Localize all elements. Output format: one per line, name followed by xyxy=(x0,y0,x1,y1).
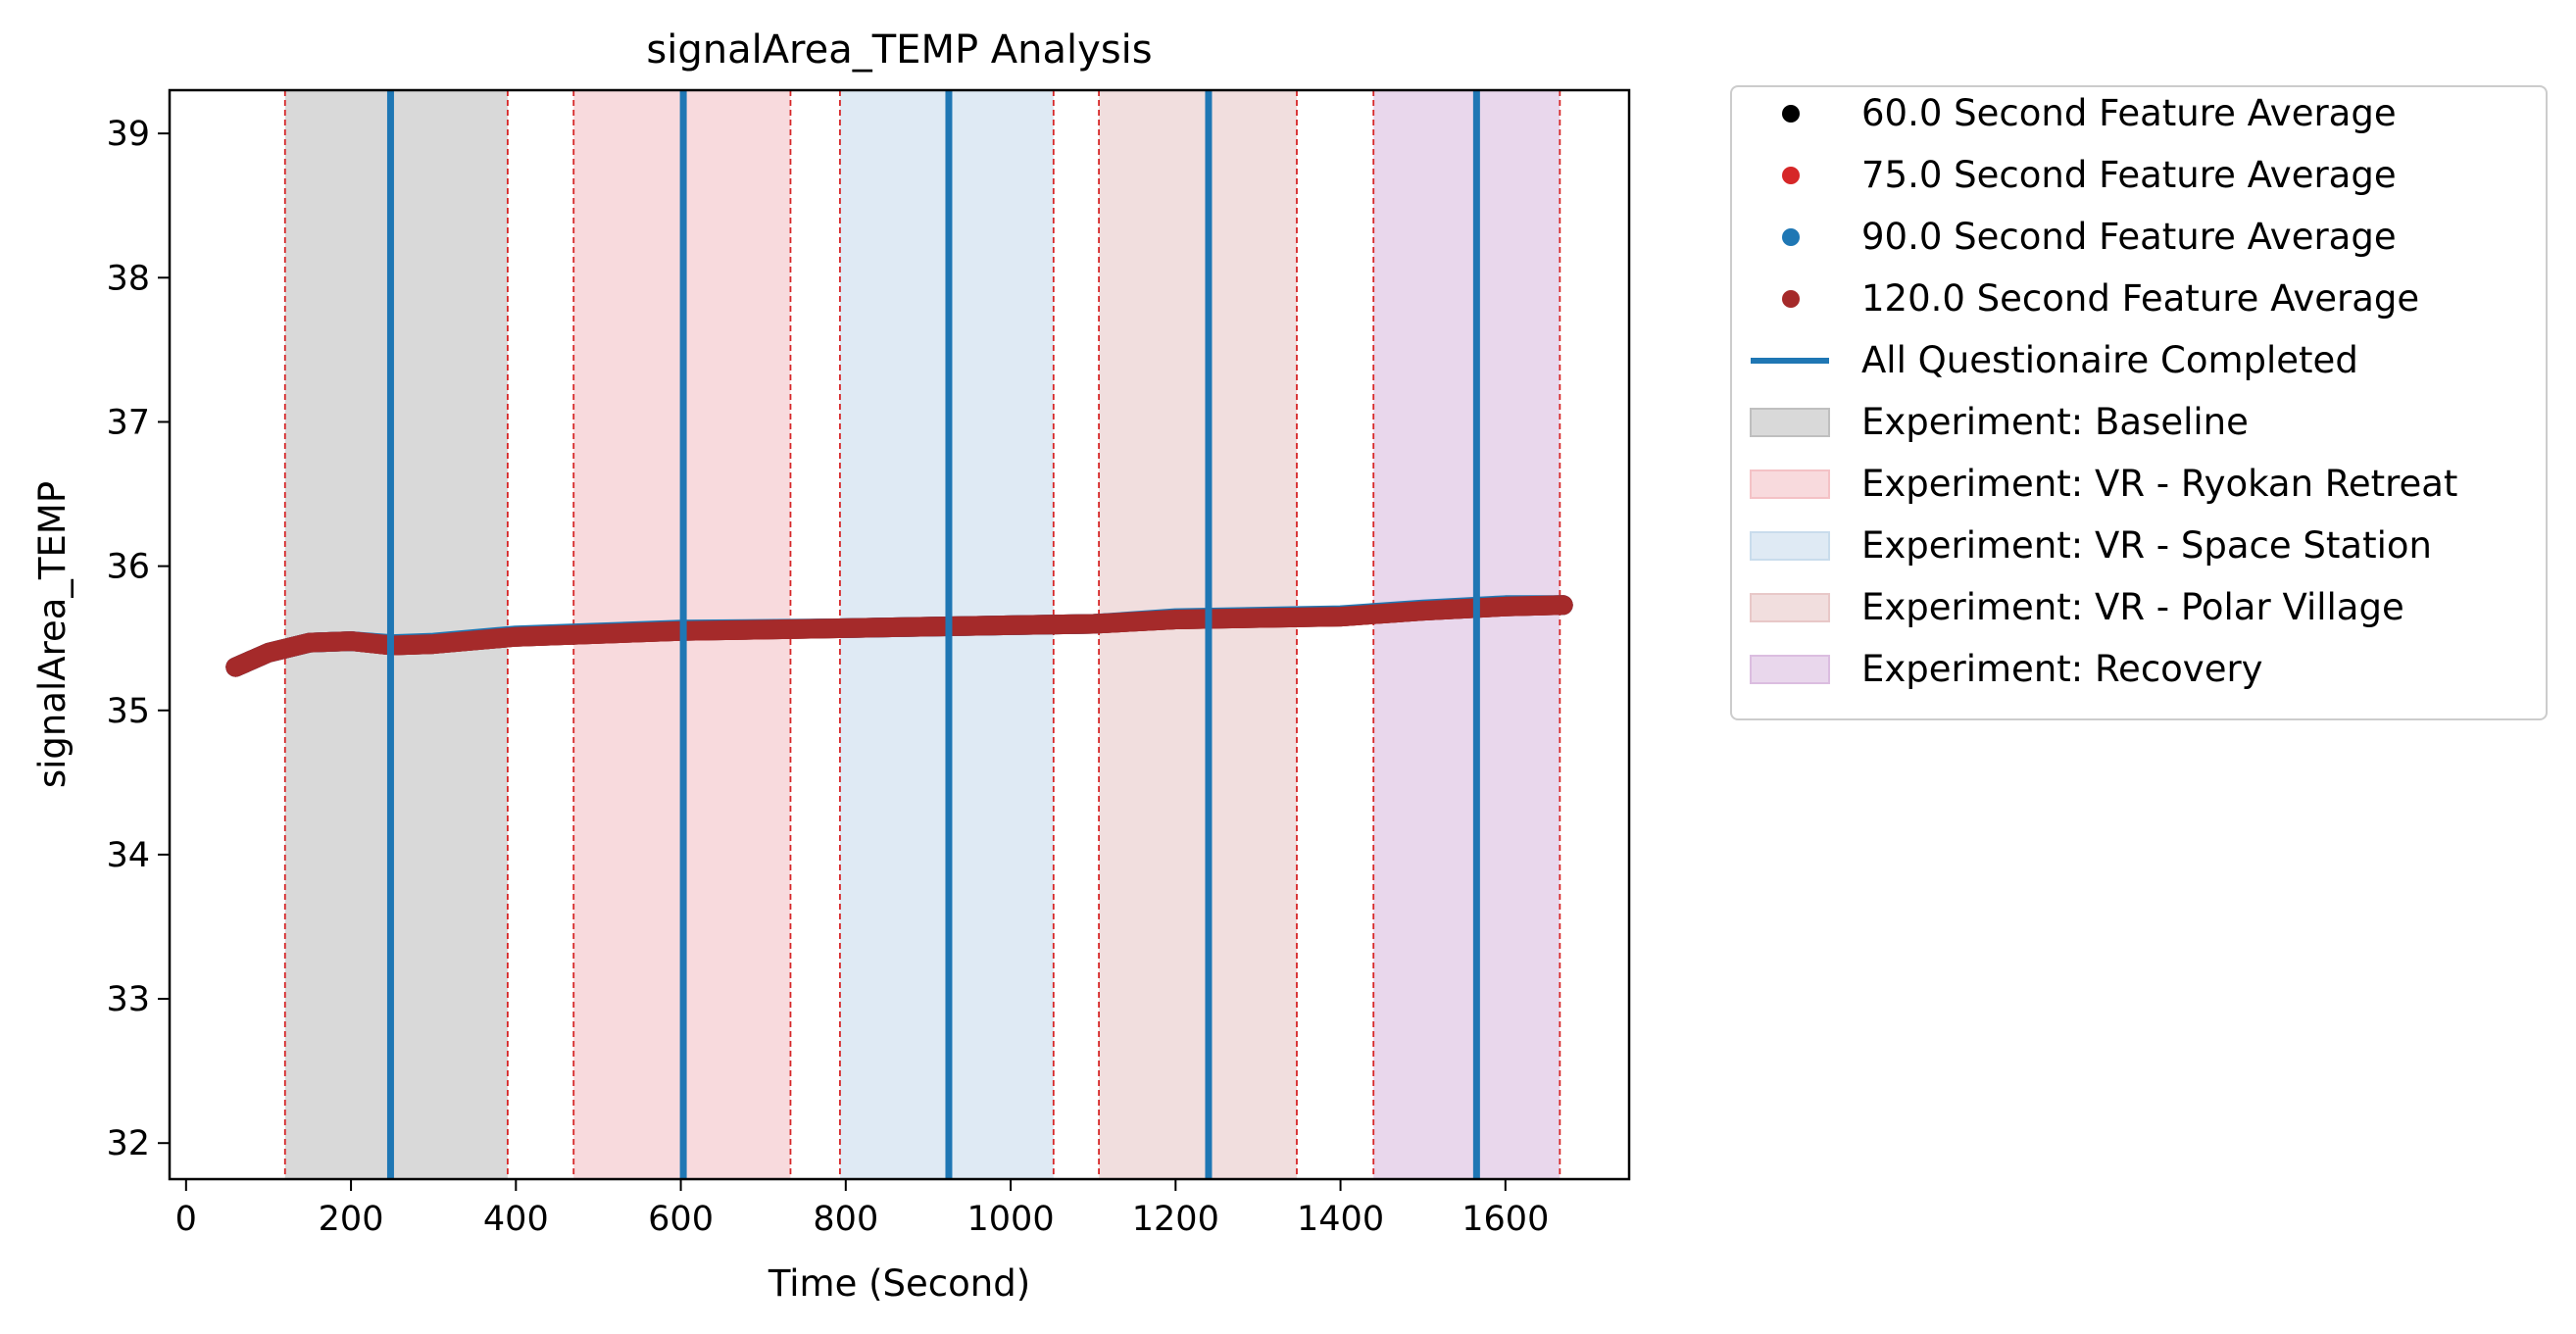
x-tick-label-8: 1600 xyxy=(1461,1200,1549,1239)
legend-label-series-2: 90.0 Second Feature Average xyxy=(1861,216,2397,258)
y-tick-label-4: 36 xyxy=(106,548,150,587)
legend-marker-1 xyxy=(1782,167,1800,184)
x-tick-label-1: 200 xyxy=(319,1200,384,1239)
x-tick-label-4: 800 xyxy=(813,1200,878,1239)
legend-label-series-3: 120.0 Second Feature Average xyxy=(1861,277,2419,320)
y-axis-ticks: 32 33 34 35 36 37 38 39 xyxy=(106,115,170,1163)
y-tick-label-0: 32 xyxy=(106,1124,150,1163)
y-axis-label: signalArea_TEMP xyxy=(31,481,74,788)
legend-marker-2 xyxy=(1782,228,1800,246)
legend-label-series-1: 75.0 Second Feature Average xyxy=(1861,154,2397,196)
questionnaire-lines xyxy=(386,90,1480,1179)
legend-swatch-phase-0 xyxy=(1750,408,1830,437)
legend-label-phase-3: Experiment: VR - Polar Village xyxy=(1861,586,2404,628)
y-tick-label-6: 38 xyxy=(106,259,150,298)
x-tick-label-6: 1200 xyxy=(1132,1200,1219,1239)
x-tick-label-5: 1000 xyxy=(967,1200,1055,1239)
x-tick-label-0: 0 xyxy=(175,1200,197,1239)
legend-label-phase-2: Experiment: VR - Space Station xyxy=(1861,524,2432,567)
legend-frame xyxy=(1730,85,2548,720)
legend-swatch-phase-1 xyxy=(1750,469,1830,499)
x-tick-label-2: 400 xyxy=(483,1200,549,1239)
y-tick-label-1: 33 xyxy=(106,980,150,1019)
series-lines xyxy=(225,595,1573,677)
y-tick-label-3: 35 xyxy=(106,692,150,731)
legend: 60.0 Second Feature Average 75.0 Second F… xyxy=(1730,85,2548,720)
phase-band-3 xyxy=(1099,90,1297,1179)
y-tick-label-7: 39 xyxy=(106,115,150,154)
x-axis-label: Time (Second) xyxy=(768,1262,1030,1305)
phase-band-4 xyxy=(1373,90,1560,1179)
legend-marker-3 xyxy=(1782,290,1800,308)
legend-label-phase-1: Experiment: VR - Ryokan Retreat xyxy=(1861,463,2457,505)
y-tick-label-2: 34 xyxy=(106,836,150,875)
legend-swatch-phase-3 xyxy=(1750,593,1830,622)
legend-label-phase-4: Experiment: Recovery xyxy=(1861,648,2263,690)
legend-swatch-phase-4 xyxy=(1750,655,1830,684)
series-line-3 xyxy=(225,595,1573,677)
plot-frame xyxy=(168,88,1631,1181)
chart-title: signalArea_TEMP Analysis xyxy=(646,27,1152,73)
legend-label-questionnaire: All Questionaire Completed xyxy=(1861,339,2358,381)
legend-swatch-phase-2 xyxy=(1750,531,1830,561)
x-tick-label-7: 1400 xyxy=(1297,1200,1384,1239)
legend-marker-0 xyxy=(1782,105,1800,123)
legend-label-series-0: 60.0 Second Feature Average xyxy=(1861,92,2397,134)
x-axis-ticks: 0 200 400 600 800 1000 1200 1400 1600 xyxy=(175,1179,1549,1239)
x-tick-label-3: 600 xyxy=(648,1200,714,1239)
legend-label-phase-0: Experiment: Baseline xyxy=(1861,401,2249,443)
y-tick-label-5: 37 xyxy=(106,403,150,442)
